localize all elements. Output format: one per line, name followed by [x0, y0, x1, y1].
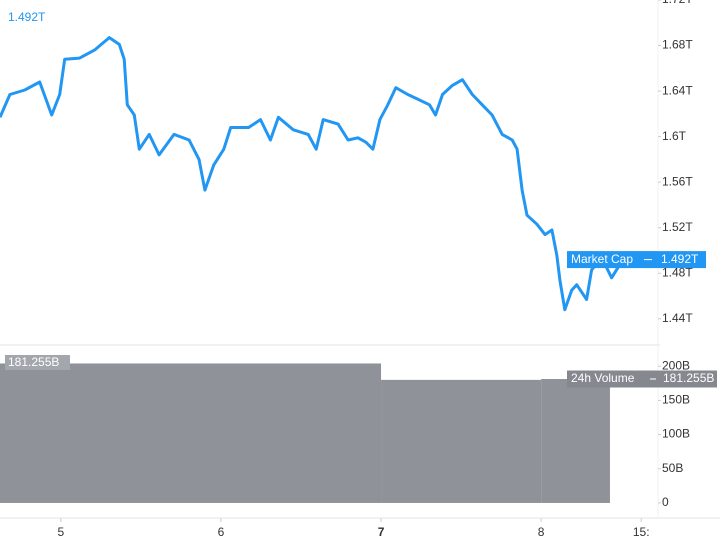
y-tick-label: 1.64T [662, 83, 693, 97]
volume-bar [0, 363, 382, 503]
market-cap-line [0, 36, 623, 312]
legend-value-box [5, 355, 70, 370]
tag-value: 181.255B [663, 371, 714, 385]
y-tick-label: 200B [662, 358, 690, 372]
volume-bar [541, 379, 610, 503]
y-tick-label: 1.52T [662, 220, 693, 234]
y-tick-label: 1.68T [662, 38, 693, 52]
tag-value: 1.492T [661, 252, 699, 266]
y-tick-label: 1.44T [662, 311, 693, 325]
x-tick-label: 5 [57, 525, 64, 539]
legend-value: 1.492T [8, 10, 46, 24]
y-tick-label: 1.56T [662, 174, 693, 188]
value-tag [567, 370, 717, 388]
y-tick-label: 0 [662, 495, 669, 509]
x-tick-label: 8 [538, 525, 545, 539]
tag-name: Market Cap [571, 252, 633, 266]
value-tag [567, 251, 706, 269]
y-tick-label: 1.72T [662, 0, 693, 6]
y-tick-label: 150B [662, 393, 690, 407]
x-tick-label: 15: [633, 525, 650, 539]
y-tick-label: 100B [662, 427, 690, 441]
y-tick-label: 1.48T [662, 265, 693, 279]
y-tick-label: 1.6T [662, 129, 687, 143]
volume-bar [381, 379, 542, 503]
legend-value: 181.255B [8, 355, 59, 369]
tag-name: 24h Volume [571, 371, 635, 385]
x-tick-label: 6 [218, 525, 225, 539]
y-tick-label: 50B [662, 461, 683, 475]
x-tick-label: 7 [378, 525, 385, 539]
